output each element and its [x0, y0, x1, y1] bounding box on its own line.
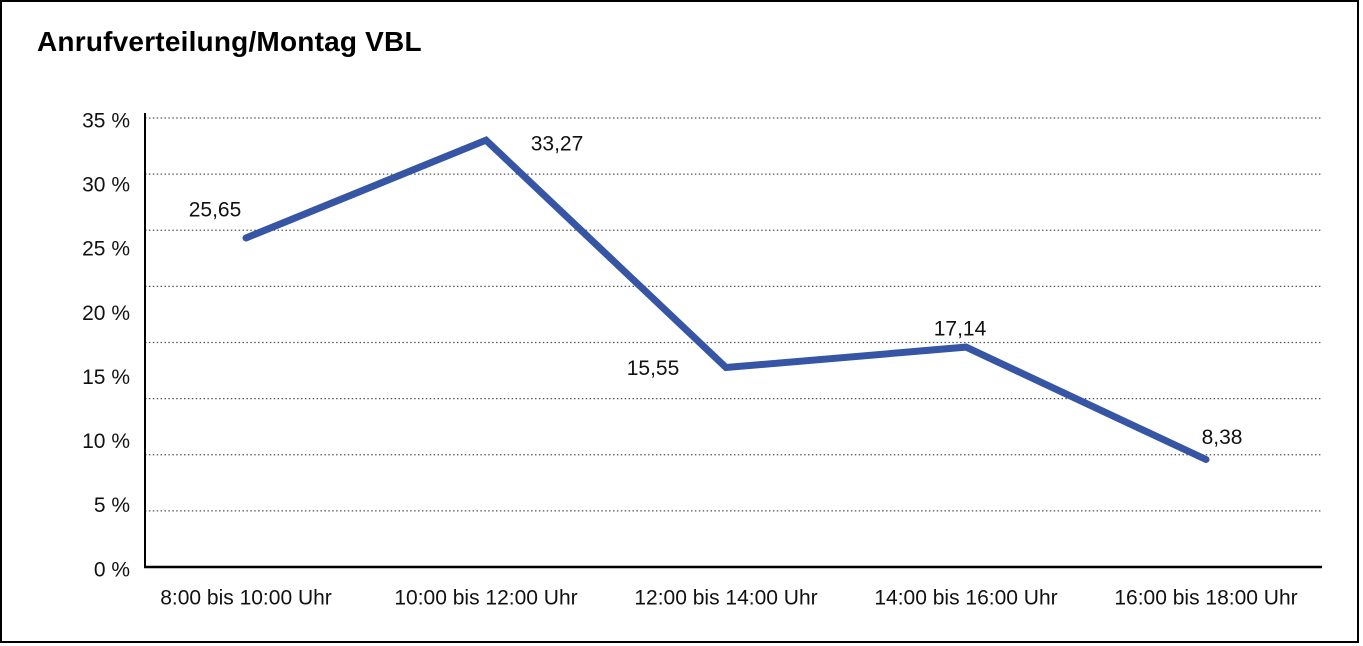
x-category-label: 16:00 bis 18:00 Uhr — [1114, 586, 1297, 609]
y-tick-label: 10 % — [82, 430, 130, 453]
data-point-label: 33,27 — [531, 133, 584, 156]
data-point-label: 8,38 — [1202, 426, 1243, 449]
y-tick-label: 5 % — [94, 494, 130, 517]
data-point-label: 15,55 — [627, 357, 680, 380]
x-category-label: 12:00 bis 14:00 Uhr — [634, 586, 817, 609]
data-point-label: 17,14 — [934, 317, 987, 340]
chart-title: Anrufverteilung/Montag VBL — [37, 26, 422, 57]
data-point-label: 25,65 — [189, 198, 242, 221]
y-tick-label: 20 % — [82, 302, 130, 325]
y-tick-label: 25 % — [82, 238, 130, 261]
x-category-label: 8:00 bis 10:00 Uhr — [160, 586, 332, 609]
y-tick-label: 30 % — [82, 173, 130, 196]
series-line — [242, 136, 1210, 463]
y-tick-label: 35 % — [82, 109, 130, 132]
x-category-label: 10:00 bis 12:00 Uhr — [394, 586, 577, 609]
x-category-label: 14:00 bis 16:00 Uhr — [874, 586, 1057, 609]
y-tick-label: 15 % — [82, 366, 130, 389]
y-tick-label: 0 % — [94, 558, 130, 581]
